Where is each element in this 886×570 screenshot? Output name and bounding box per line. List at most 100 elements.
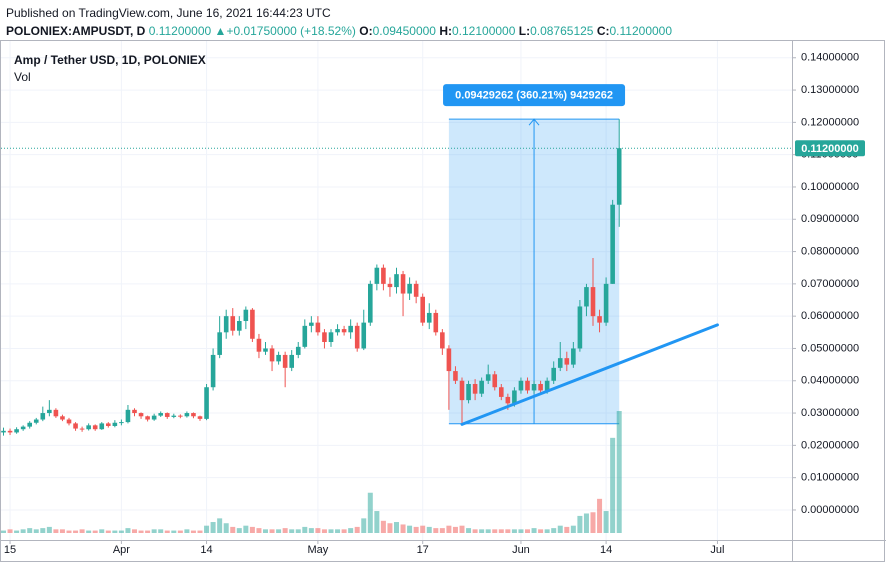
volume-bar [158, 529, 164, 533]
volume-bar [531, 528, 537, 533]
candle-body [387, 283, 393, 288]
last-price-label: 0.11200000 [801, 143, 859, 155]
candle-body [400, 274, 406, 294]
l-label: L: [518, 24, 531, 38]
volume-bar [217, 518, 223, 533]
ohlc-line: POLONIEX:AMPUSDT, D 0.11200000 ▲+0.01750… [6, 22, 672, 40]
c: 0.11200000 [609, 24, 673, 38]
candle-body [20, 426, 26, 430]
candle-body [73, 423, 78, 429]
l: 0.08765125 [530, 24, 594, 38]
candle-body [499, 387, 504, 397]
x-tick-label: 17 [417, 544, 429, 556]
arrow: ▲ [214, 24, 227, 38]
volume-bar [485, 529, 491, 533]
candle-body [79, 428, 85, 430]
volume-bar [354, 526, 360, 533]
candle-body [472, 383, 478, 394]
candle-body [479, 380, 484, 394]
volume-bar [243, 525, 249, 533]
candle-body [289, 354, 294, 368]
candle-body [191, 413, 196, 417]
volume-bar [138, 530, 144, 533]
volume-bar [276, 529, 282, 533]
volume-bar [236, 528, 242, 533]
volume-bar [132, 529, 137, 533]
volume-bar [230, 526, 236, 533]
volume-bar [33, 529, 39, 533]
volume-bar [433, 528, 439, 533]
volume-bar [525, 529, 530, 533]
candle-body [164, 413, 170, 417]
volume-bar [544, 529, 550, 533]
volume-bar [498, 529, 504, 533]
candle-body [453, 371, 458, 381]
candle-body [590, 287, 596, 317]
y-tick-label: 0.12000000 [801, 116, 859, 128]
candle-body [33, 419, 39, 423]
volume-bar [282, 528, 288, 533]
candle-body [610, 204, 615, 284]
volume-bar [479, 529, 485, 533]
volume-bar [446, 525, 452, 533]
o-label: O: [359, 24, 373, 38]
candle-body [171, 415, 177, 417]
candle-body [237, 321, 242, 331]
volume-bar [99, 529, 105, 533]
candle-body [27, 422, 32, 427]
candle-body [335, 329, 340, 333]
o: 0.09450000 [372, 24, 436, 38]
candle-body [341, 329, 347, 333]
volume-bar [335, 529, 341, 533]
volume-bar [59, 529, 65, 533]
volume-bar [610, 437, 616, 533]
candle-body [243, 309, 249, 322]
y-tick-label: 0.13000000 [801, 84, 859, 96]
volume-bar [145, 530, 151, 533]
volume-bar [538, 529, 544, 533]
volume-bar [118, 530, 124, 533]
candle-body [158, 413, 163, 416]
volume-bar [66, 530, 72, 533]
candle-body [531, 383, 537, 391]
y-tick-label: 0.08000000 [801, 245, 859, 257]
volume-bar [197, 530, 203, 533]
volume-bar [564, 526, 570, 533]
candle-body [374, 267, 380, 284]
candle-body [92, 425, 98, 430]
volume-bar [73, 530, 79, 533]
candle-body [603, 283, 609, 323]
volume-bar [308, 528, 314, 533]
y-tick-label: 0.02000000 [801, 439, 859, 451]
volume-bar [223, 523, 229, 533]
candle-body [538, 383, 543, 391]
candle-body [138, 413, 144, 417]
volume-bar [472, 529, 478, 533]
volume-bar [190, 530, 196, 533]
volume-bar [413, 526, 419, 533]
y-tick-label: 0.07000000 [801, 278, 859, 290]
candle-body [394, 274, 399, 288]
volume-bar [407, 525, 413, 533]
candle-body [381, 267, 386, 284]
volume-bar [426, 526, 432, 533]
y-tick-label: 0.03000000 [801, 407, 859, 419]
y-tick-label: 0.10000000 [801, 181, 859, 193]
candle-body [571, 348, 576, 365]
candle-body [544, 380, 550, 391]
candle-body [217, 332, 222, 355]
volume-bar [452, 526, 458, 533]
volume-bar [603, 511, 609, 533]
candle-body [420, 296, 425, 323]
candle-body [485, 374, 491, 381]
volume-bar [164, 530, 170, 533]
candle-body [426, 312, 432, 323]
volume-bar [7, 529, 13, 533]
candle-body [492, 374, 498, 388]
candle-body [348, 325, 353, 333]
candle-body [210, 354, 216, 388]
y-tick-label: 0.06000000 [801, 310, 859, 322]
volume-bar [210, 522, 216, 533]
candle-body [413, 283, 419, 297]
